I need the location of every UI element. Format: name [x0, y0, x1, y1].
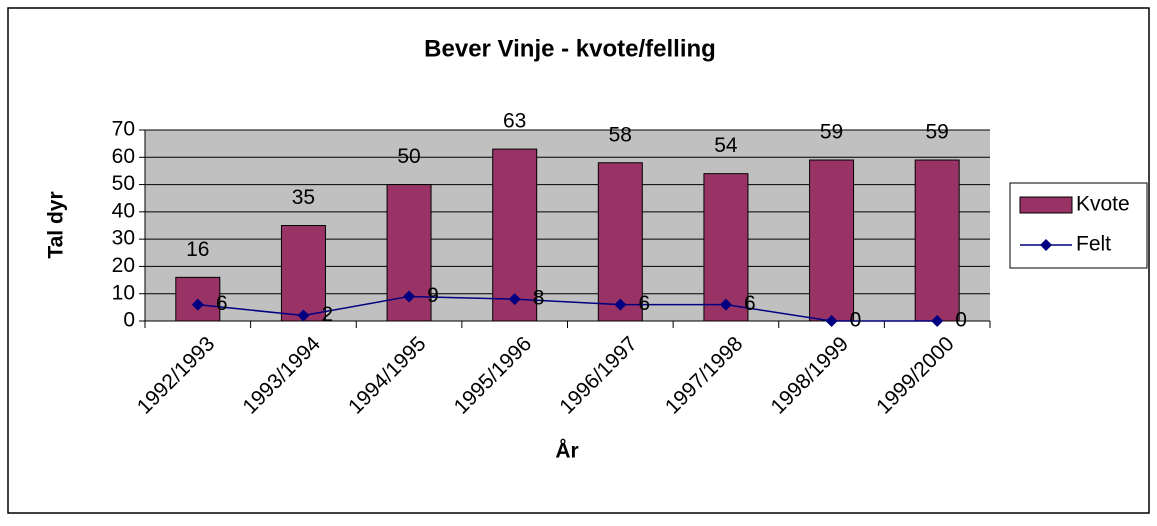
- y-tick-label: 0: [123, 309, 135, 332]
- y-tick-label: 70: [112, 118, 135, 141]
- line-marker: [825, 315, 838, 327]
- bar-value-label: 63: [503, 110, 526, 133]
- legend-swatch: [1019, 196, 1073, 214]
- line-marker: [719, 298, 732, 311]
- bar-value-label: 54: [714, 134, 738, 157]
- line-marker: [297, 309, 310, 322]
- bar: [492, 148, 538, 322]
- line-value-label: 0: [850, 309, 862, 332]
- line-marker: [931, 315, 944, 327]
- bar-value-label: 59: [926, 121, 949, 144]
- line-value-label: 6: [744, 292, 756, 315]
- y-tick-label: 10: [112, 281, 135, 304]
- bar: [703, 173, 749, 322]
- bar-value-label: 58: [609, 123, 632, 146]
- y-tick-label: 30: [112, 227, 135, 250]
- y-axis-label: Tal dyr: [45, 191, 68, 258]
- line: [197, 295, 938, 322]
- chart-title: Bever Vinje - kvote/felling: [424, 35, 716, 62]
- bar-value-label: 16: [186, 238, 209, 261]
- bar: [597, 162, 643, 322]
- line-value-label: 9: [427, 284, 439, 307]
- line-marker: [508, 293, 521, 306]
- bar: [809, 159, 855, 322]
- line-value-label: 2: [321, 303, 333, 326]
- bar-value-label: 35: [292, 186, 315, 209]
- y-tick-label: 40: [112, 199, 135, 222]
- bar-value-label: 59: [820, 121, 843, 144]
- bar: [914, 159, 960, 322]
- legend-marker: [1040, 239, 1052, 251]
- legend-label: Kvote: [1076, 193, 1130, 216]
- line-marker: [403, 290, 416, 303]
- y-tick-label: 60: [112, 145, 135, 168]
- line-value-label: 8: [533, 287, 545, 310]
- line-marker: [614, 298, 627, 311]
- line-value-label: 0: [955, 309, 967, 332]
- x-axis-label: År: [555, 439, 578, 463]
- bar: [280, 225, 326, 322]
- line-value-label: 6: [638, 292, 650, 315]
- y-tick-label: 20: [112, 254, 135, 277]
- y-tick-label: 50: [112, 172, 135, 195]
- plot-area: [145, 130, 990, 321]
- legend-label: Felt: [1076, 233, 1111, 256]
- bar-value-label: 50: [397, 145, 420, 168]
- line-value-label: 6: [216, 292, 228, 315]
- line-marker: [191, 298, 204, 311]
